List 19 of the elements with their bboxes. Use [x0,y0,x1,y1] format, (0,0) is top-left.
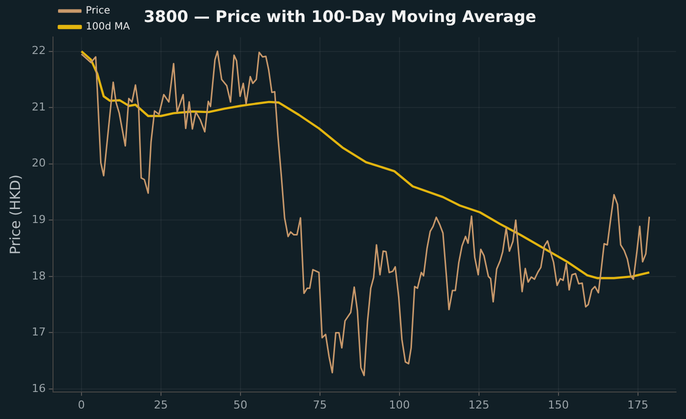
x-tick-label: 0 [78,398,85,412]
y-tick-label: 20 [32,156,46,170]
legend-label: Price [86,6,110,17]
legend-label: 100d MA [86,22,130,33]
y-axis-title: Price (HKD) [8,174,24,255]
y-tick-label: 22 [32,44,46,58]
x-tick-label: 150 [548,398,569,412]
y-tick-label: 17 [32,326,46,339]
y-tick-label: 16 [32,382,46,395]
chart-title: 3800 — Price with 100-Day Moving Average [144,6,536,26]
x-tick-label: 50 [233,398,248,412]
y-tick-label: 21 [32,100,46,114]
x-tick-label: 125 [468,398,490,412]
x-tick-label: 75 [312,398,327,412]
x-tick-label: 175 [627,398,648,412]
y-tick-label: 18 [32,269,46,282]
y-tick-label: 19 [32,212,46,226]
x-tick-label: 100 [388,398,410,412]
x-tick-label: 25 [154,398,168,412]
